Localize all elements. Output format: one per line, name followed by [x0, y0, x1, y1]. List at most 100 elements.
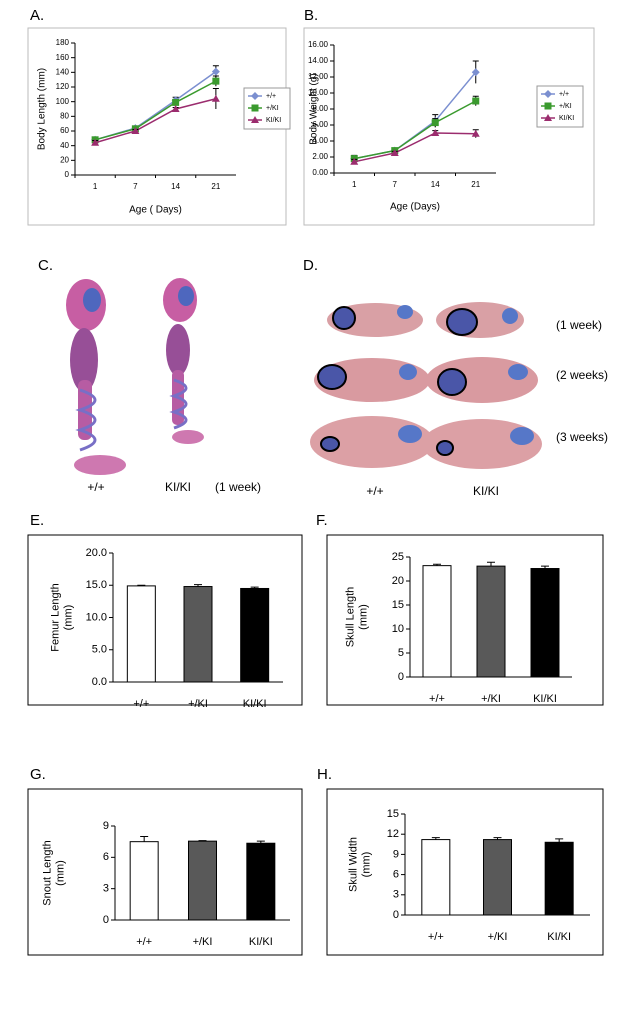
chart: A. 0 20 40 60 80 100 120 140 160 180 1 7 14 21 Body Len… — [27, 7, 291, 226]
bar — [188, 840, 217, 921]
panel-frame — [303, 27, 595, 226]
chart: G. 0 3 6 9 +/+ +/KI KI/KI Snout Length (mm) — [27, 766, 303, 956]
y-tick-label: 25 — [392, 551, 404, 563]
y-tick-label: 9 — [393, 848, 399, 860]
y-axis-label: (mm) — [360, 852, 372, 878]
y-tick-label: 0.0 — [92, 676, 107, 688]
photo-d: D. (1 week) (2 weeks) (3 weeks) +/+ KI/K… — [303, 257, 608, 498]
bar — [246, 842, 276, 921]
y-tick-label: 20.0 — [86, 547, 107, 559]
y-tick-label: 100 — [56, 97, 70, 106]
x-tick-label: +/+ — [133, 698, 149, 710]
y-tick-label: 160 — [56, 53, 70, 62]
bar — [126, 585, 156, 683]
error-bar — [140, 835, 149, 842]
y-tick-label: 40 — [60, 141, 69, 150]
x-tick-label: 1 — [352, 180, 357, 189]
panel-frame — [326, 534, 604, 706]
y-tick-label: 6 — [103, 851, 109, 863]
marker — [212, 77, 220, 85]
bar — [476, 565, 506, 678]
x-tick-label: +/+ — [136, 936, 152, 948]
x-tick-label: +/KI — [188, 698, 208, 710]
marker — [350, 157, 359, 165]
y-tick-label: 10.0 — [86, 611, 107, 623]
skulls — [310, 302, 542, 469]
panel-label: E. — [30, 512, 44, 529]
marker — [390, 149, 399, 156]
series-line — [354, 132, 476, 163]
y-tick-label: 4.00 — [312, 136, 328, 145]
bar — [483, 839, 512, 916]
y-tick-label: 0 — [398, 671, 404, 683]
y-tick-label: 5 — [398, 647, 404, 659]
marker — [544, 102, 552, 110]
y-tick-label: 12 — [387, 828, 399, 840]
caption: KI/KI — [165, 480, 191, 494]
x-tick-label: KI/KI — [547, 931, 571, 943]
y-tick-label: 60 — [60, 126, 69, 135]
series-line — [94, 98, 217, 144]
y-axis-label: Skull Width — [347, 837, 359, 892]
marker — [544, 90, 552, 98]
marker — [131, 127, 140, 134]
marker — [91, 138, 100, 146]
y-tick-label: 20 — [392, 575, 404, 587]
marker — [211, 94, 220, 102]
panel-label: F. — [316, 512, 328, 529]
panel-label: B. — [304, 7, 318, 24]
legend-label: KI/KI — [266, 117, 281, 124]
series-line — [94, 70, 217, 141]
x-tick-label: +/+ — [429, 693, 445, 705]
y-tick-label: 6.00 — [312, 120, 328, 129]
legend-label: +/+ — [266, 93, 276, 100]
marker — [211, 67, 220, 76]
bar — [530, 568, 560, 678]
y-tick-label: 9 — [103, 820, 109, 832]
y-tick-label: 10 — [392, 623, 404, 635]
error-bar — [487, 561, 495, 567]
marker — [172, 98, 180, 106]
x-tick-label: 7 — [133, 182, 138, 191]
panel-label: H. — [317, 766, 332, 783]
x-tick-label: 7 — [393, 180, 398, 189]
bar — [422, 565, 452, 678]
series-line — [354, 71, 477, 160]
x-tick-label: KI/KI — [243, 698, 267, 710]
age-label: (2 weeks) — [556, 368, 608, 382]
marker — [471, 129, 480, 137]
y-tick-label: 8.00 — [312, 104, 328, 113]
y-tick-label: 6 — [393, 869, 399, 881]
y-tick-label: 15.0 — [86, 579, 107, 591]
y-tick-label: 80 — [60, 111, 69, 120]
legend-label: +/KI — [266, 105, 279, 112]
y-tick-label: 14.00 — [308, 56, 329, 65]
panel-frame — [326, 788, 604, 956]
skeleton — [66, 278, 204, 475]
bar — [183, 586, 213, 683]
y-tick-label: 2.00 — [312, 152, 328, 161]
panel-frame — [27, 788, 303, 956]
error-bar — [555, 838, 564, 843]
y-tick-label: 15 — [387, 808, 399, 820]
legend-label: +/KI — [559, 103, 572, 110]
y-tick-label: 140 — [56, 67, 70, 76]
chart: F. 0 5 10 15 20 25 +/+ +/KI KI/KI Skull Length (mm) — [316, 512, 604, 706]
x-tick-label: 21 — [211, 182, 220, 191]
x-tick-label: 14 — [431, 180, 440, 189]
legend-label: KI/KI — [559, 115, 574, 122]
y-tick-label: 0 — [393, 909, 399, 921]
y-tick-label: 16.00 — [308, 40, 329, 49]
panel-label: G. — [30, 766, 46, 783]
x-tick-label: 1 — [93, 182, 98, 191]
y-tick-label: 5.0 — [92, 644, 107, 656]
age-label: (1 week) — [556, 318, 602, 332]
y-tick-label: 10.00 — [308, 88, 329, 97]
x-tick-label: +/KI — [488, 931, 508, 943]
y-axis-label: (mm) — [357, 604, 369, 630]
marker — [544, 114, 552, 121]
caption: +/+ — [87, 480, 104, 494]
legend-label: +/+ — [559, 91, 569, 98]
x-tick-label: +/+ — [428, 931, 444, 943]
